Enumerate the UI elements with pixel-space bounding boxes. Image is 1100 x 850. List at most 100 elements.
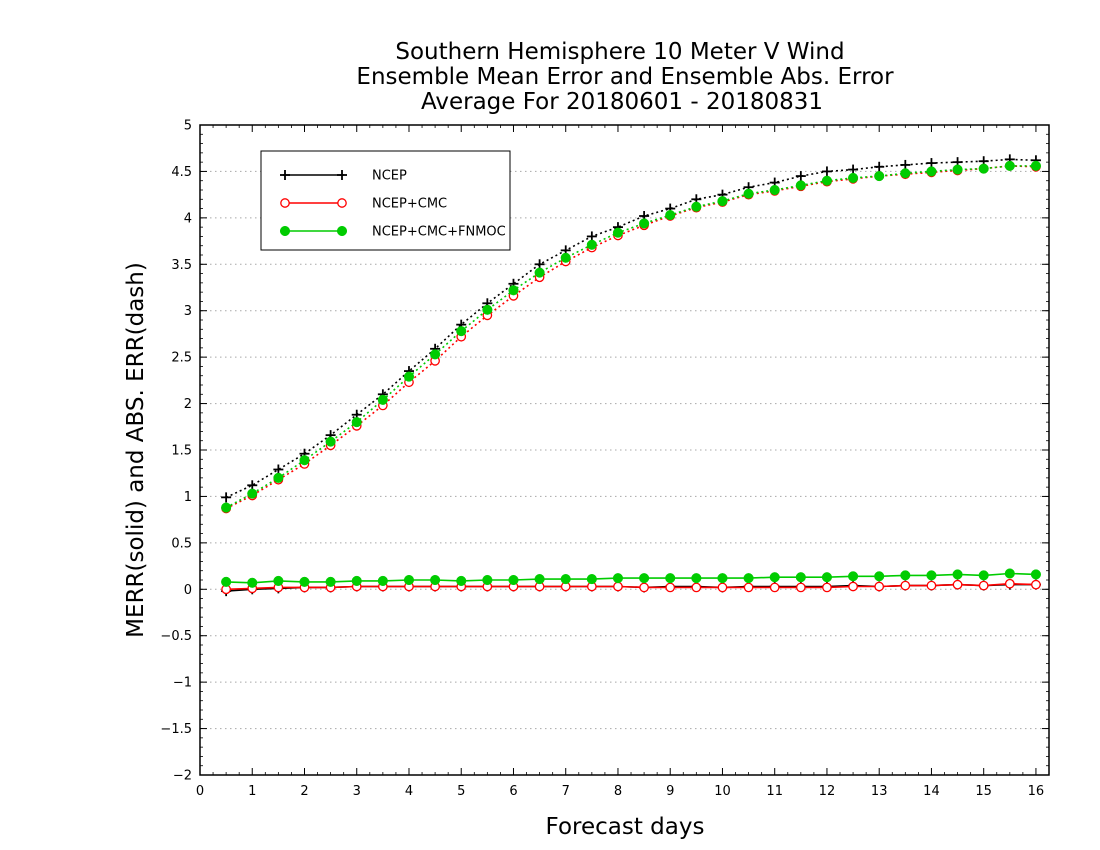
series-ncep-cmc-fnmoc-mean-err-point — [221, 576, 232, 587]
chart-title-line-1: Southern Hemisphere 10 Meter V Wind — [395, 39, 844, 65]
x-tick-label: 12 — [819, 784, 836, 799]
series-ncep-cmc-fnmoc-mean-err-point — [430, 574, 441, 586]
x-tick-label: 7 — [562, 784, 570, 799]
x-tick-label: 16 — [1028, 784, 1045, 799]
series-ncep-cmc-fnmoc-mean-err-point — [403, 574, 415, 586]
y-tick-label: 0 — [184, 583, 192, 598]
x-tick-label: 8 — [614, 784, 622, 799]
series-ncep-cmc-fnmoc-abs-err-point — [691, 201, 702, 212]
y-tick-label: −1 — [173, 676, 192, 691]
series-ncep-cmc-fnmoc-mean-err-point — [534, 574, 545, 585]
series-ncep-cmc-fnmoc-abs-err-point — [534, 267, 545, 278]
series-ncep-cmc-mean-err-point — [717, 582, 728, 593]
series-ncep-cmc-fnmoc-abs-err-point — [221, 502, 232, 513]
series-ncep-cmc-fnmoc-abs-err-point — [299, 455, 310, 466]
y-tick-label: 2.5 — [171, 351, 192, 366]
series-ncep-cmc-mean-err-point — [848, 581, 858, 592]
series-ncep-cmc-fnmoc-mean-err-point — [351, 575, 362, 586]
series-ncep-cmc-fnmoc-mean-err-point — [848, 571, 859, 582]
series-ncep-cmc-fnmoc-abs-err-point — [456, 326, 467, 337]
y-tick-label: 4.5 — [171, 165, 192, 180]
series-ncep-cmc-fnmoc-abs-err-point — [821, 175, 833, 186]
series-ncep-cmc-fnmoc-mean-err-point — [978, 570, 989, 581]
x-tick-label: 2 — [300, 784, 308, 799]
series-ncep-abs-err-point — [221, 492, 232, 503]
chart-title-line-2: Ensemble Mean Error and Ensemble Abs. Er… — [356, 64, 894, 90]
x-tick-label: 0 — [196, 784, 204, 799]
series-ncep-cmc-fnmoc-mean-err-point — [743, 573, 754, 584]
series-ncep-cmc-fnmoc-mean-err-point — [665, 573, 676, 584]
x-axis-ticks: 0 1 2 3 4 5 6 7 8 9 10 11 12 13 14 15 16 — [196, 125, 1044, 799]
series-ncep-cmc-fnmoc-abs-err-point — [586, 239, 597, 250]
legend-label: NCEP+CMC+FNMOC — [372, 225, 506, 240]
series-ncep-cmc-fnmoc-mean-err-point — [508, 574, 519, 586]
legend-item-ncep: NCEP — [280, 169, 407, 184]
series-ncep-cmc-fnmoc-abs-err-point — [639, 218, 650, 229]
series-ncep-cmc-fnmoc-abs-err-point — [482, 304, 493, 315]
series-ncep-cmc-fnmoc-abs-err-point — [900, 168, 911, 179]
series-ncep-cmc-fnmoc-abs-err-point — [430, 349, 441, 360]
series-ncep-cmc-fnmoc-abs-err-point — [612, 227, 624, 238]
series-ncep-abs-err-point — [821, 166, 832, 177]
legend-item-ncep-cmc-fnmoc: NCEP+CMC+FNMOC — [279, 225, 506, 240]
y-tick-label: −0.5 — [160, 629, 192, 644]
x-tick-label: 6 — [509, 784, 517, 799]
series-ncep-cmc-fnmoc-mean-err-point — [482, 574, 493, 586]
series-ncep-cmc-fnmoc-mean-err-point — [821, 572, 833, 583]
y-tick-label: 1 — [184, 490, 192, 505]
series-ncep-cmc-fnmoc — [221, 160, 1041, 588]
series-ncep-cmc-fnmoc-mean-err-point — [377, 575, 388, 586]
legend-marker-left — [280, 170, 290, 180]
legend: NCEP NCEP+CMC NCEP+CMC+FNMOC — [260, 150, 511, 251]
y-tick-label: −1.5 — [160, 722, 192, 737]
x-tick-label: 9 — [666, 784, 674, 799]
x-tick-label: 11 — [766, 784, 783, 799]
series-ncep-cmc-fnmoc-abs-err-point — [560, 252, 571, 263]
series-ncep-cmc-fnmoc-mean-err-point — [560, 574, 571, 585]
series-ncep-cmc-mean-err-point — [1031, 579, 1041, 590]
x-tick-label: 5 — [457, 784, 465, 799]
series-ncep-cmc-fnmoc-abs-err-point — [247, 488, 258, 499]
series-ncep-cmc-fnmoc-abs-err-point — [743, 188, 754, 199]
y-tick-label: 1.5 — [171, 444, 192, 459]
series-ncep-cmc-mean-err-point — [795, 582, 806, 593]
y-axis-ticks: −2 −1.5 −1 −0.5 0 0.5 1 1.5 2 2.5 3 3.5 4 4.5 5 — [160, 119, 1049, 784]
legend-marker-right — [337, 198, 347, 208]
y-tick-label: 3 — [184, 304, 192, 319]
series-ncep-cmc-fnmoc-abs-err-point — [1004, 160, 1015, 171]
series-ncep-cmc-fnmoc-abs-err-point — [874, 171, 885, 182]
series-ncep-cmc-fnmoc-mean-err-point — [612, 573, 624, 584]
series-ncep-cmc-fnmoc-abs-err-point — [351, 417, 362, 428]
series-ncep-cmc-fnmoc-abs-err-point — [325, 436, 336, 447]
series-ncep-cmc-fnmoc-mean-err-point — [691, 573, 702, 584]
legend-item-ncep-cmc: NCEP+CMC — [280, 197, 447, 212]
y-tick-label: 3.5 — [171, 258, 192, 273]
x-tick-label: 4 — [405, 784, 413, 799]
series-ncep-cmc-mean-err-point — [743, 582, 754, 593]
series-ncep-cmc-fnmoc-mean-err-point — [1030, 569, 1041, 580]
chart-title: Southern Hemisphere 10 Meter V Wind Ense… — [356, 39, 894, 115]
legend-marker-right — [336, 225, 348, 237]
legend-label: NCEP+CMC — [372, 197, 447, 212]
x-tick-label: 15 — [975, 784, 992, 799]
series-ncep-cmc-mean-err-point — [822, 582, 832, 593]
series-ncep-cmc-fnmoc-mean-err-point — [639, 573, 650, 584]
y-tick-label: 4 — [184, 211, 192, 226]
series-ncep-cmc-fnmoc-abs-err-point — [665, 210, 676, 221]
legend-marker-right — [337, 170, 347, 180]
x-tick-label: 10 — [714, 784, 731, 799]
series-layer — [221, 154, 1041, 597]
series-ncep-cmc-fnmoc-abs-err-point — [273, 472, 284, 483]
series-ncep-cmc-fnmoc-mean-err-point — [717, 573, 728, 584]
y-tick-label: 0.5 — [171, 536, 192, 551]
legend-box — [260, 150, 511, 251]
series-ncep-cmc-mean-err-point — [978, 580, 989, 591]
series-ncep-cmc-fnmoc-abs-err-point — [508, 285, 519, 296]
y-tick-label: 5 — [184, 119, 192, 134]
x-tick-label: 14 — [923, 784, 940, 799]
series-ncep-cmc-fnmoc-mean-err-point — [299, 576, 310, 587]
series-ncep-cmc-mean-err-point — [952, 579, 963, 590]
series-ncep-cmc-mean-err-point — [769, 582, 780, 593]
